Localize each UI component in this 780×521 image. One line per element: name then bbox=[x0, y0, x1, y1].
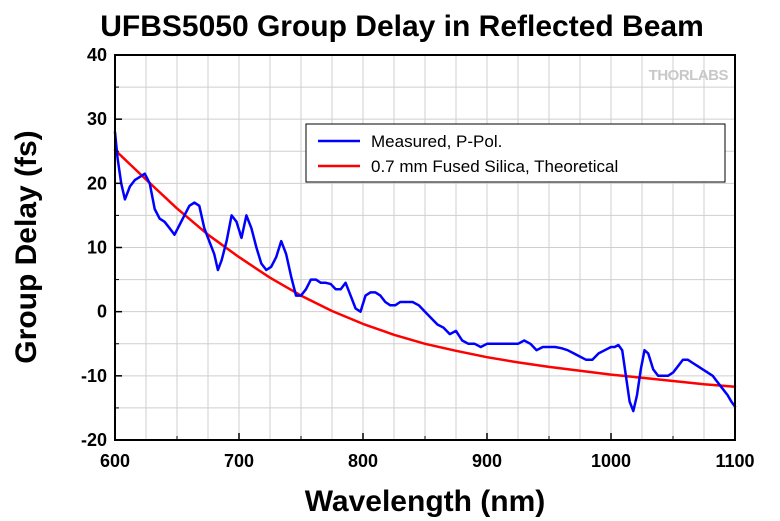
series-layer bbox=[113, 130, 737, 413]
y-tick-label: 30 bbox=[87, 109, 107, 129]
y-axis-label: Group Delay (fs) bbox=[10, 130, 43, 363]
axis-ticks bbox=[114, 54, 736, 441]
y-tick-labels: -20 -10 0 10 20 30 40 bbox=[81, 45, 107, 450]
legend-box bbox=[305, 123, 726, 183]
y-tick-label: 10 bbox=[87, 238, 107, 258]
x-tick-label: 1100 bbox=[715, 451, 754, 471]
x-tick-label: 800 bbox=[348, 451, 378, 471]
x-tick-label: 900 bbox=[472, 451, 502, 471]
y-tick-label: 40 bbox=[87, 45, 107, 65]
y-tick-label: 0 bbox=[97, 302, 107, 322]
legend-label-theoretical: 0.7 mm Fused Silica, Theoretical bbox=[371, 157, 618, 176]
x-axis-label: Wavelength (nm) bbox=[305, 485, 546, 518]
thorlabs-logo: THORLABS bbox=[649, 67, 729, 84]
x-tick-label: 1000 bbox=[591, 451, 631, 471]
x-tick-labels: 600 700 800 900 1000 1100 bbox=[100, 451, 755, 471]
legend: Measured, P-Pol. 0.7 mm Fused Silica, Th… bbox=[305, 123, 726, 183]
chart-title: UFBS5050 Group Delay in Reflected Beam bbox=[100, 10, 704, 43]
x-tick-label: 700 bbox=[224, 451, 254, 471]
series-line-theoretical bbox=[113, 148, 737, 388]
legend-label-measured: Measured, P-Pol. bbox=[371, 132, 502, 151]
y-tick-label: -10 bbox=[81, 366, 107, 386]
y-tick-label: 20 bbox=[87, 173, 107, 193]
y-tick-label: -20 bbox=[81, 430, 107, 450]
grid-lines bbox=[115, 55, 735, 440]
x-tick-label: 600 bbox=[100, 451, 130, 471]
series-line-measured bbox=[113, 130, 737, 413]
